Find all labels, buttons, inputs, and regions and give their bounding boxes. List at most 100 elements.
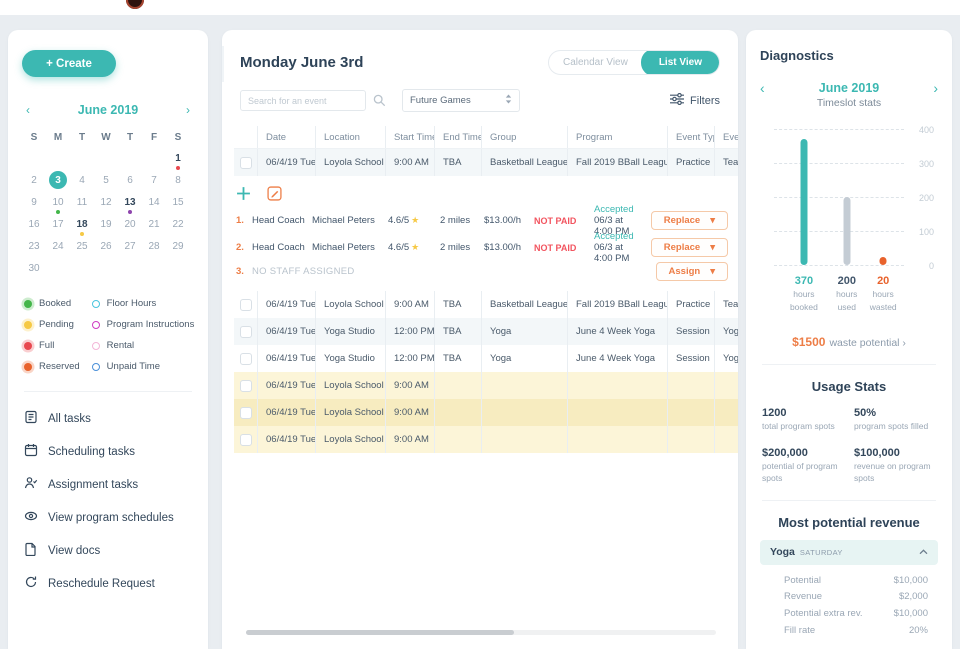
table-cell: 9:00 AM	[386, 372, 435, 399]
sidebar-item-all-tasks[interactable]: All tasks	[8, 402, 208, 435]
calendar-day-18[interactable]: 18	[70, 213, 94, 236]
staff-distance: 2 miles	[440, 215, 471, 226]
view-toggle: Calendar View List View	[547, 50, 720, 75]
calendar-weekday: S	[30, 131, 38, 143]
sidebar-item-view-docs[interactable]: View docs	[8, 534, 208, 567]
waste-potential-link[interactable]: $1500 waste potential ›	[760, 335, 938, 349]
row-checkbox[interactable]	[239, 406, 252, 419]
calendar-next-icon[interactable]: ›	[186, 103, 190, 117]
calendar-day-number: 28	[148, 240, 160, 252]
y-axis-tick: 400	[918, 125, 934, 135]
usage-stats-grid: 1200 total program spots 50% program spots …	[762, 407, 936, 485]
sidebar-item-scheduling-tasks[interactable]: Scheduling tasks	[8, 435, 208, 468]
row-checkbox[interactable]	[239, 379, 252, 392]
calendar-weekday: T	[126, 131, 134, 143]
row-checkbox-cell	[234, 149, 258, 176]
event-dot	[80, 232, 84, 236]
calendar-day-21[interactable]: 21	[142, 213, 166, 235]
calendar-day-10[interactable]: 10	[46, 191, 70, 214]
legend-label: Unpaid Time	[106, 361, 161, 372]
add-staff-icon[interactable]	[236, 186, 251, 201]
sidebar-collapse-button[interactable]: ‹	[222, 46, 224, 82]
calendar-day-2[interactable]: 2	[22, 169, 46, 191]
column-header-event-type: Event Type	[668, 126, 715, 148]
calendar-day-25[interactable]: 25	[70, 235, 94, 257]
calendar-day-4[interactable]: 4	[70, 169, 94, 191]
calendar-day-8[interactable]: 8	[166, 169, 190, 191]
filters-button[interactable]: Filters	[670, 92, 720, 108]
calendar-day-16[interactable]: 16	[22, 213, 46, 235]
create-button[interactable]: + Create	[22, 50, 116, 77]
calendar-day-1[interactable]: 1	[166, 147, 190, 170]
edit-staff-icon[interactable]	[267, 185, 282, 201]
chart-gridline: 200	[774, 193, 934, 203]
legend-dot-icon	[91, 362, 100, 371]
calendar-day-27[interactable]: 27	[118, 235, 142, 257]
table-cell: 12:00 PM	[386, 345, 435, 372]
event-filter-select[interactable]: Future Games	[402, 89, 520, 112]
usage-stat-potential-of-program-spots: $200,000 potential of program spots	[762, 447, 844, 485]
legend-label: Floor Hours	[106, 298, 157, 309]
calendar-weekday: M	[53, 131, 63, 143]
chart-bar-hours-wasted	[879, 257, 887, 265]
calendar-day-number	[49, 259, 67, 277]
calendar-day-26[interactable]: 26	[94, 235, 118, 257]
sidebar-item-label: View docs	[48, 544, 101, 557]
period-next-icon[interactable]: ›	[933, 80, 938, 96]
calendar-day-empty	[166, 257, 190, 279]
horizontal-scrollbar[interactable]	[246, 630, 716, 635]
replace-button[interactable]: Replace ▾	[650, 211, 728, 230]
row-checkbox[interactable]	[239, 433, 252, 446]
calendar-day-19[interactable]: 19	[94, 213, 118, 235]
table-row: 06/4/19 Tue. Loyola School 9:00 AM TBA Baske…	[234, 291, 738, 318]
chart-gridline: 300	[774, 159, 934, 169]
calendar-prev-icon[interactable]: ‹	[26, 103, 30, 117]
period-prev-icon[interactable]: ‹	[760, 80, 765, 96]
table-row: 06/4/19 Tue. Yoga Studio 12:00 PM TBA Yoga Ju…	[234, 345, 738, 372]
calendar-day-15[interactable]: 15	[166, 191, 190, 213]
accordion-yoga-saturday[interactable]: Yoga SATURDAY	[760, 539, 938, 565]
calendar-day-empty	[94, 147, 118, 169]
row-checkbox[interactable]	[239, 352, 252, 365]
calendar-day-13[interactable]: 13	[118, 191, 142, 214]
calendar-day-30[interactable]: 30	[22, 257, 46, 279]
table-cell: Yoga Studio	[316, 318, 386, 345]
legend-item-reserved: Reserved	[24, 356, 80, 377]
calendar-day-9[interactable]: 9	[22, 191, 46, 213]
replace-button[interactable]: Replace ▾	[650, 238, 728, 257]
calendar-day-12[interactable]: 12	[94, 191, 118, 213]
list-view-button[interactable]: List View	[640, 51, 719, 74]
calendar-day-7[interactable]: 7	[142, 169, 166, 191]
assign-button[interactable]: Assign ▾	[655, 262, 728, 281]
sidebar-item-assignment-tasks[interactable]: Assignment tasks	[8, 468, 208, 501]
calendar-day-20[interactable]: 20	[118, 213, 142, 235]
calendar-day-6[interactable]: 6	[118, 169, 142, 191]
calendar-view-button[interactable]: Calendar View	[562, 57, 628, 68]
calendar-day-3[interactable]: 3	[46, 169, 70, 191]
sidebar-item-reschedule-request[interactable]: Reschedule Request	[8, 567, 208, 600]
sidebar-item-view-program-schedules[interactable]: View program schedules	[8, 501, 208, 534]
calendar-day-11[interactable]: 11	[70, 191, 94, 213]
chevron-down-icon: ▾	[710, 242, 715, 253]
calendar-day-14[interactable]: 14	[142, 191, 166, 213]
bar-category: used	[837, 302, 857, 313]
row-checkbox[interactable]	[239, 156, 252, 169]
calendar-day-29[interactable]: 29	[166, 235, 190, 257]
table-cell: 9:00 AM	[386, 399, 435, 426]
search-input[interactable]	[240, 90, 366, 111]
calendar-day-22[interactable]: 22	[166, 213, 190, 235]
legend-item-booked: Booked	[24, 293, 80, 314]
row-checkbox[interactable]	[239, 325, 252, 338]
calendar-day-28[interactable]: 28	[142, 235, 166, 257]
calendar-day-empty	[142, 257, 166, 279]
bar-category: wasted	[869, 302, 897, 313]
calendar-day-23[interactable]: 23	[22, 235, 46, 257]
calendar-day-24[interactable]: 24	[46, 235, 70, 257]
calendar-day-5[interactable]: 5	[94, 169, 118, 191]
table-row: 06/4/19 Tue. Loyola School 9:00 AM	[234, 426, 738, 453]
row-checkbox[interactable]	[239, 298, 252, 311]
horizontal-scrollbar-thumb[interactable]	[246, 630, 514, 635]
calendar-day-17[interactable]: 17	[46, 213, 70, 235]
payment-status: NOT PAID	[534, 242, 577, 253]
search-icon[interactable]	[373, 94, 386, 107]
